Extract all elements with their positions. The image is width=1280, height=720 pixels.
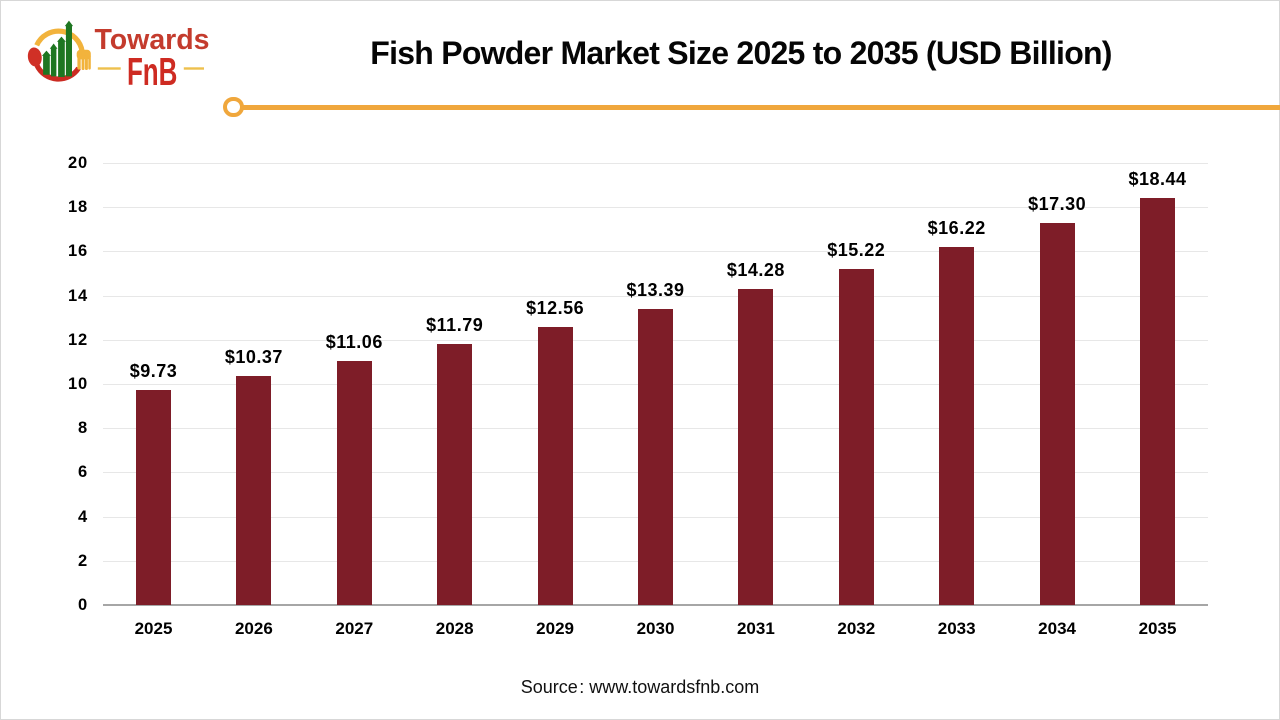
- svg-text:FnB: FnB: [127, 51, 178, 94]
- svg-text:Towards: Towards: [94, 24, 209, 56]
